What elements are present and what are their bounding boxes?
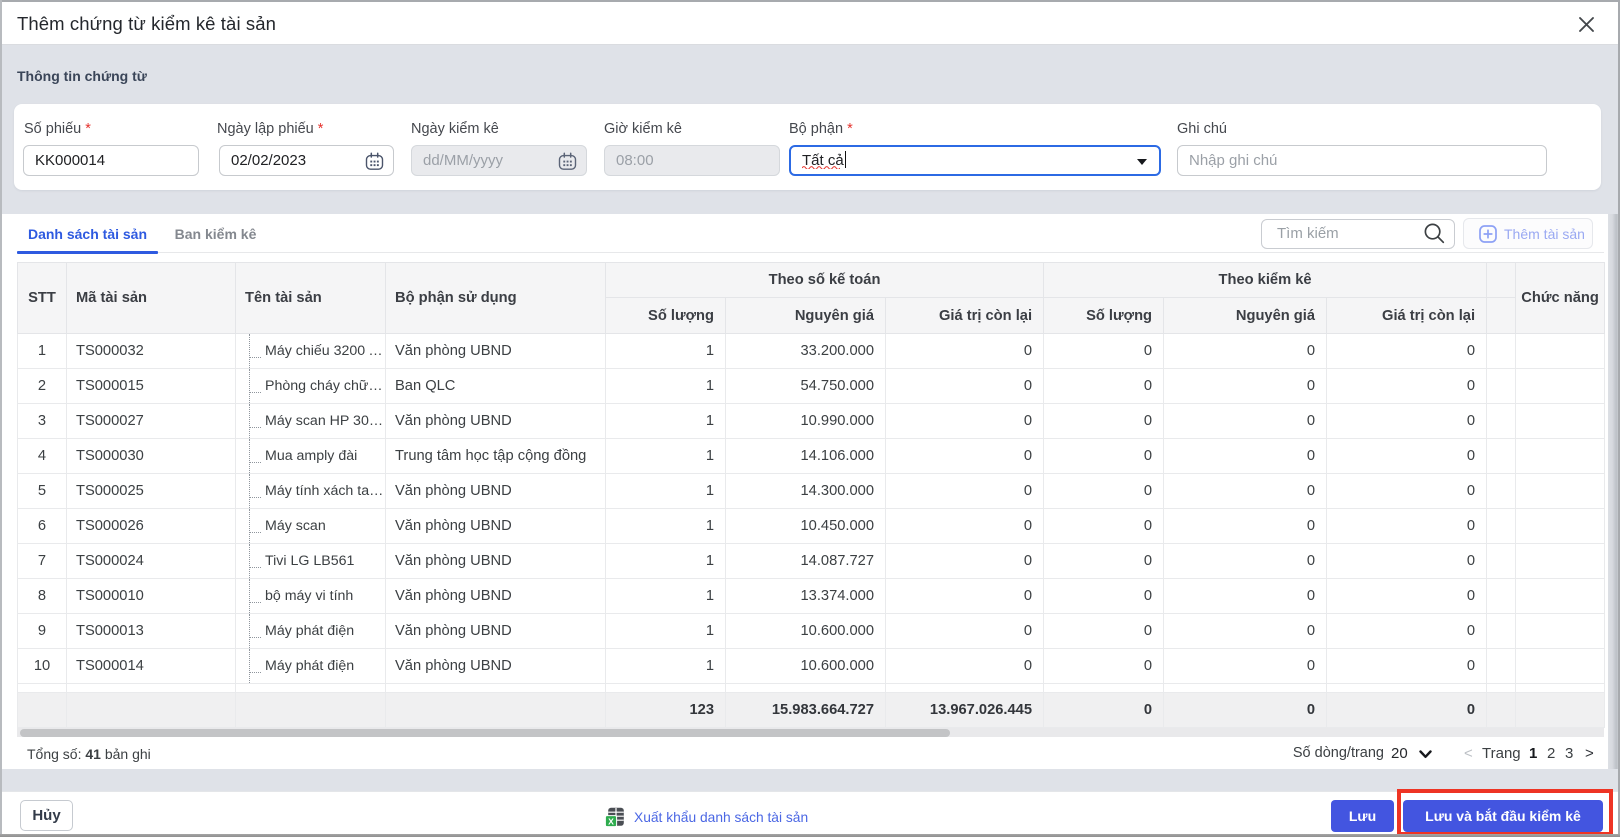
svg-text:X: X (608, 816, 614, 826)
